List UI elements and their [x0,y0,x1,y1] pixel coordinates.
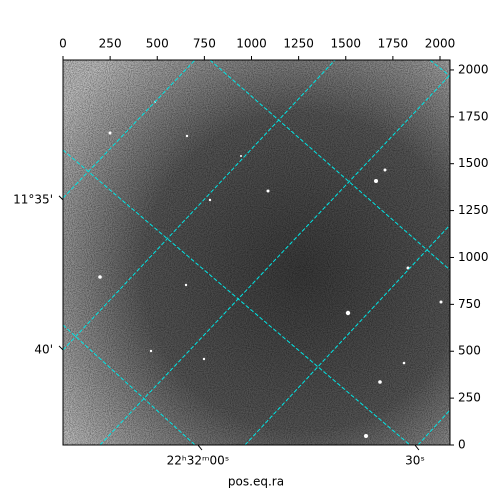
ra-tick-label: 30ˢ [405,454,425,468]
x-axis-label: pos.eq.ra [228,475,284,489]
plot-frame [62,59,451,446]
x-tick-label: 750 [193,37,216,51]
sky-image [63,60,450,445]
ra-tick [197,444,203,451]
x-tick-label: 1000 [236,37,267,51]
y-tick-label: 1750 [458,109,489,123]
y-tick-label: 500 [458,344,481,358]
x-tick-label: 1250 [283,37,314,51]
y-tick-label: 250 [458,391,481,405]
x-tick-label: 2000 [425,37,456,51]
dec-tick [58,195,64,201]
x-tick-label: 250 [99,37,122,51]
y-tick-label: 750 [458,297,481,311]
x-tick-label: 0 [59,37,67,51]
dec-tick [58,345,64,351]
x-tick-label: 1500 [330,37,361,51]
y-tick-label: 2000 [458,62,489,76]
y-tick-label: 0 [458,438,466,452]
y-tick-label: 1250 [458,203,489,217]
x-tick-label: 1750 [378,37,409,51]
dec-tick-label: 11°35' [13,192,53,206]
y-tick-label: 1000 [458,250,489,264]
dec-tick-label: 40' [34,342,53,356]
coordinate-grid [63,60,450,445]
x-tick-label: 500 [146,37,169,51]
ra-tick [414,444,420,451]
y-tick-label: 1500 [458,156,489,170]
ra-tick-label: 22ʰ32ᵐ00ˢ [167,454,230,468]
